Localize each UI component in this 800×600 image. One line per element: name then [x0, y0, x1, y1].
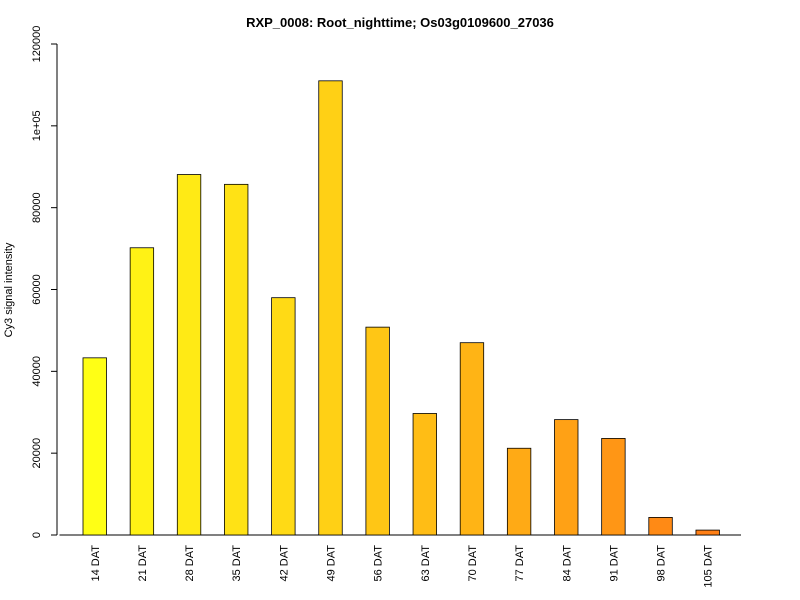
- y-axis-label: Cy3 signal intensity: [3, 242, 15, 337]
- x-tick-label: 49 DAT: [326, 545, 338, 582]
- y-tick-label: 60000: [31, 274, 43, 305]
- bar: [695, 529, 720, 536]
- y-axis: 0 20000 40000 60000 80000 1e+05 120000: [31, 26, 58, 538]
- bar: [601, 438, 626, 536]
- bar: [506, 447, 532, 536]
- bar: [129, 247, 155, 536]
- chart-title: RXP_0008: Root_nighttime; Os03g0109600_2…: [246, 15, 554, 30]
- y-tick-label: 1e+05: [31, 110, 43, 141]
- y-tick-label: 0: [31, 532, 43, 538]
- x-tick-label: 70 DAT: [467, 545, 479, 582]
- bar: [648, 517, 673, 536]
- bars-group: [82, 80, 720, 536]
- x-tick-labels: 14 DAT 21 DAT 28 DAT 35 DAT 42 DAT 49 DAT 56 D…: [90, 545, 715, 588]
- x-tick-label: 28 DAT: [184, 545, 196, 582]
- x-tick-label: 77 DAT: [514, 545, 526, 582]
- y-tick-label: 40000: [31, 356, 43, 387]
- x-tick-label: 14 DAT: [90, 545, 102, 582]
- bar: [176, 174, 202, 536]
- y-tick-label: 120000: [31, 26, 43, 63]
- y-tick-label: 80000: [31, 192, 43, 223]
- bar: [82, 357, 107, 536]
- bar: [224, 183, 249, 536]
- bar: [365, 326, 390, 536]
- x-tick-label: 42 DAT: [278, 545, 290, 582]
- x-tick-label: 91 DAT: [608, 545, 620, 582]
- x-tick-label: 56 DAT: [373, 545, 385, 582]
- bar: [412, 413, 437, 536]
- bar: [554, 419, 579, 536]
- x-tick-label: 35 DAT: [231, 545, 243, 582]
- x-tick-label: 21 DAT: [137, 545, 149, 582]
- x-tick-label: 63 DAT: [420, 545, 432, 582]
- y-tick-label: 20000: [31, 438, 43, 469]
- bar: [271, 297, 296, 536]
- x-tick-label: 84 DAT: [561, 545, 573, 582]
- bar: [459, 342, 485, 536]
- bar: [318, 80, 343, 536]
- x-tick-label: 105 DAT: [703, 545, 715, 588]
- x-tick-label: 98 DAT: [656, 545, 668, 582]
